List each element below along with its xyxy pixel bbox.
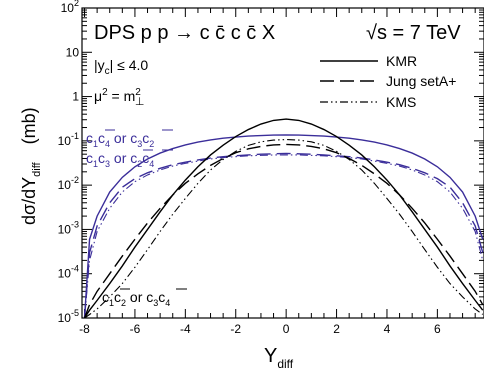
legend: KMR Jung setA+ KMS bbox=[320, 53, 456, 110]
x-tick-label: 2 bbox=[333, 322, 340, 336]
x-tick-label: -8 bbox=[79, 322, 90, 336]
legend-label-kms: KMS bbox=[386, 94, 416, 110]
legend-label-kmr: KMR bbox=[386, 53, 417, 69]
y-tick-label: 10-5 bbox=[58, 308, 79, 325]
energy-label: √s = 7 TeV bbox=[366, 22, 461, 44]
x-tick-label: 4 bbox=[384, 322, 391, 336]
y-tick-label: 10-2 bbox=[58, 175, 79, 192]
annotation-c1c3-text: c1c3 or c2c4 bbox=[86, 150, 154, 169]
axis-ticks: -8 -6 -4 -2 0 2 4 6 10-5 10-4 10-3 10-2 10-1 1 10 102 bbox=[58, 0, 484, 336]
x-tick-label: 6 bbox=[434, 322, 441, 336]
title-block: DPS p p → c c̄ c c̄ X √s = 7 TeV bbox=[94, 22, 461, 44]
x-tick-label: -4 bbox=[180, 322, 191, 336]
x-tick-label: 0 bbox=[283, 322, 290, 336]
chart-title: DPS p p → c c̄ c c̄ X bbox=[94, 22, 275, 44]
y-tick-label: 1 bbox=[72, 90, 79, 104]
series-line-black-solid bbox=[83, 118, 484, 319]
y-tick-label: 102 bbox=[61, 0, 79, 15]
series-line-blue-dashdotdot bbox=[83, 154, 484, 319]
rapidity-cut-label: |yc| ≤ 4.0 bbox=[94, 57, 148, 77]
series-line-black-dashed bbox=[83, 143, 484, 319]
plot-frame bbox=[81, 7, 484, 319]
annotation-c1c4-text: c1c4 or c3c2 bbox=[86, 130, 154, 149]
legend-label-jung: Jung setA+ bbox=[386, 73, 456, 89]
annotation-c1c4: c1c4 or c3c2 bbox=[86, 129, 173, 149]
y-tick-label: 10-3 bbox=[58, 219, 79, 236]
y-tick-label: 10-1 bbox=[58, 131, 79, 148]
series-line-blue-dashed bbox=[83, 152, 484, 319]
series-line-blue-solid bbox=[83, 134, 484, 319]
annotation-c1c2-text: c1c2 or c3c4 bbox=[102, 289, 170, 308]
annotation-c1c3: c1c3 or c2c4 bbox=[86, 149, 173, 169]
scale-label: μ2 = m2 ⊥ bbox=[94, 87, 144, 108]
series-line-black-dashdotdot bbox=[84, 139, 484, 319]
x-tick-label: -6 bbox=[130, 322, 141, 336]
series-curves bbox=[83, 118, 484, 319]
y-tick-label: 10-4 bbox=[58, 264, 79, 281]
x-tick-label: -2 bbox=[230, 322, 241, 336]
x-axis-label: Ydiff bbox=[264, 345, 294, 371]
annotation-c1c2: c1c2 or c3c4 bbox=[102, 288, 187, 308]
y-tick-label: 10 bbox=[66, 45, 80, 59]
y-axis-label: dσ/dYdiff(mb) bbox=[19, 107, 43, 225]
